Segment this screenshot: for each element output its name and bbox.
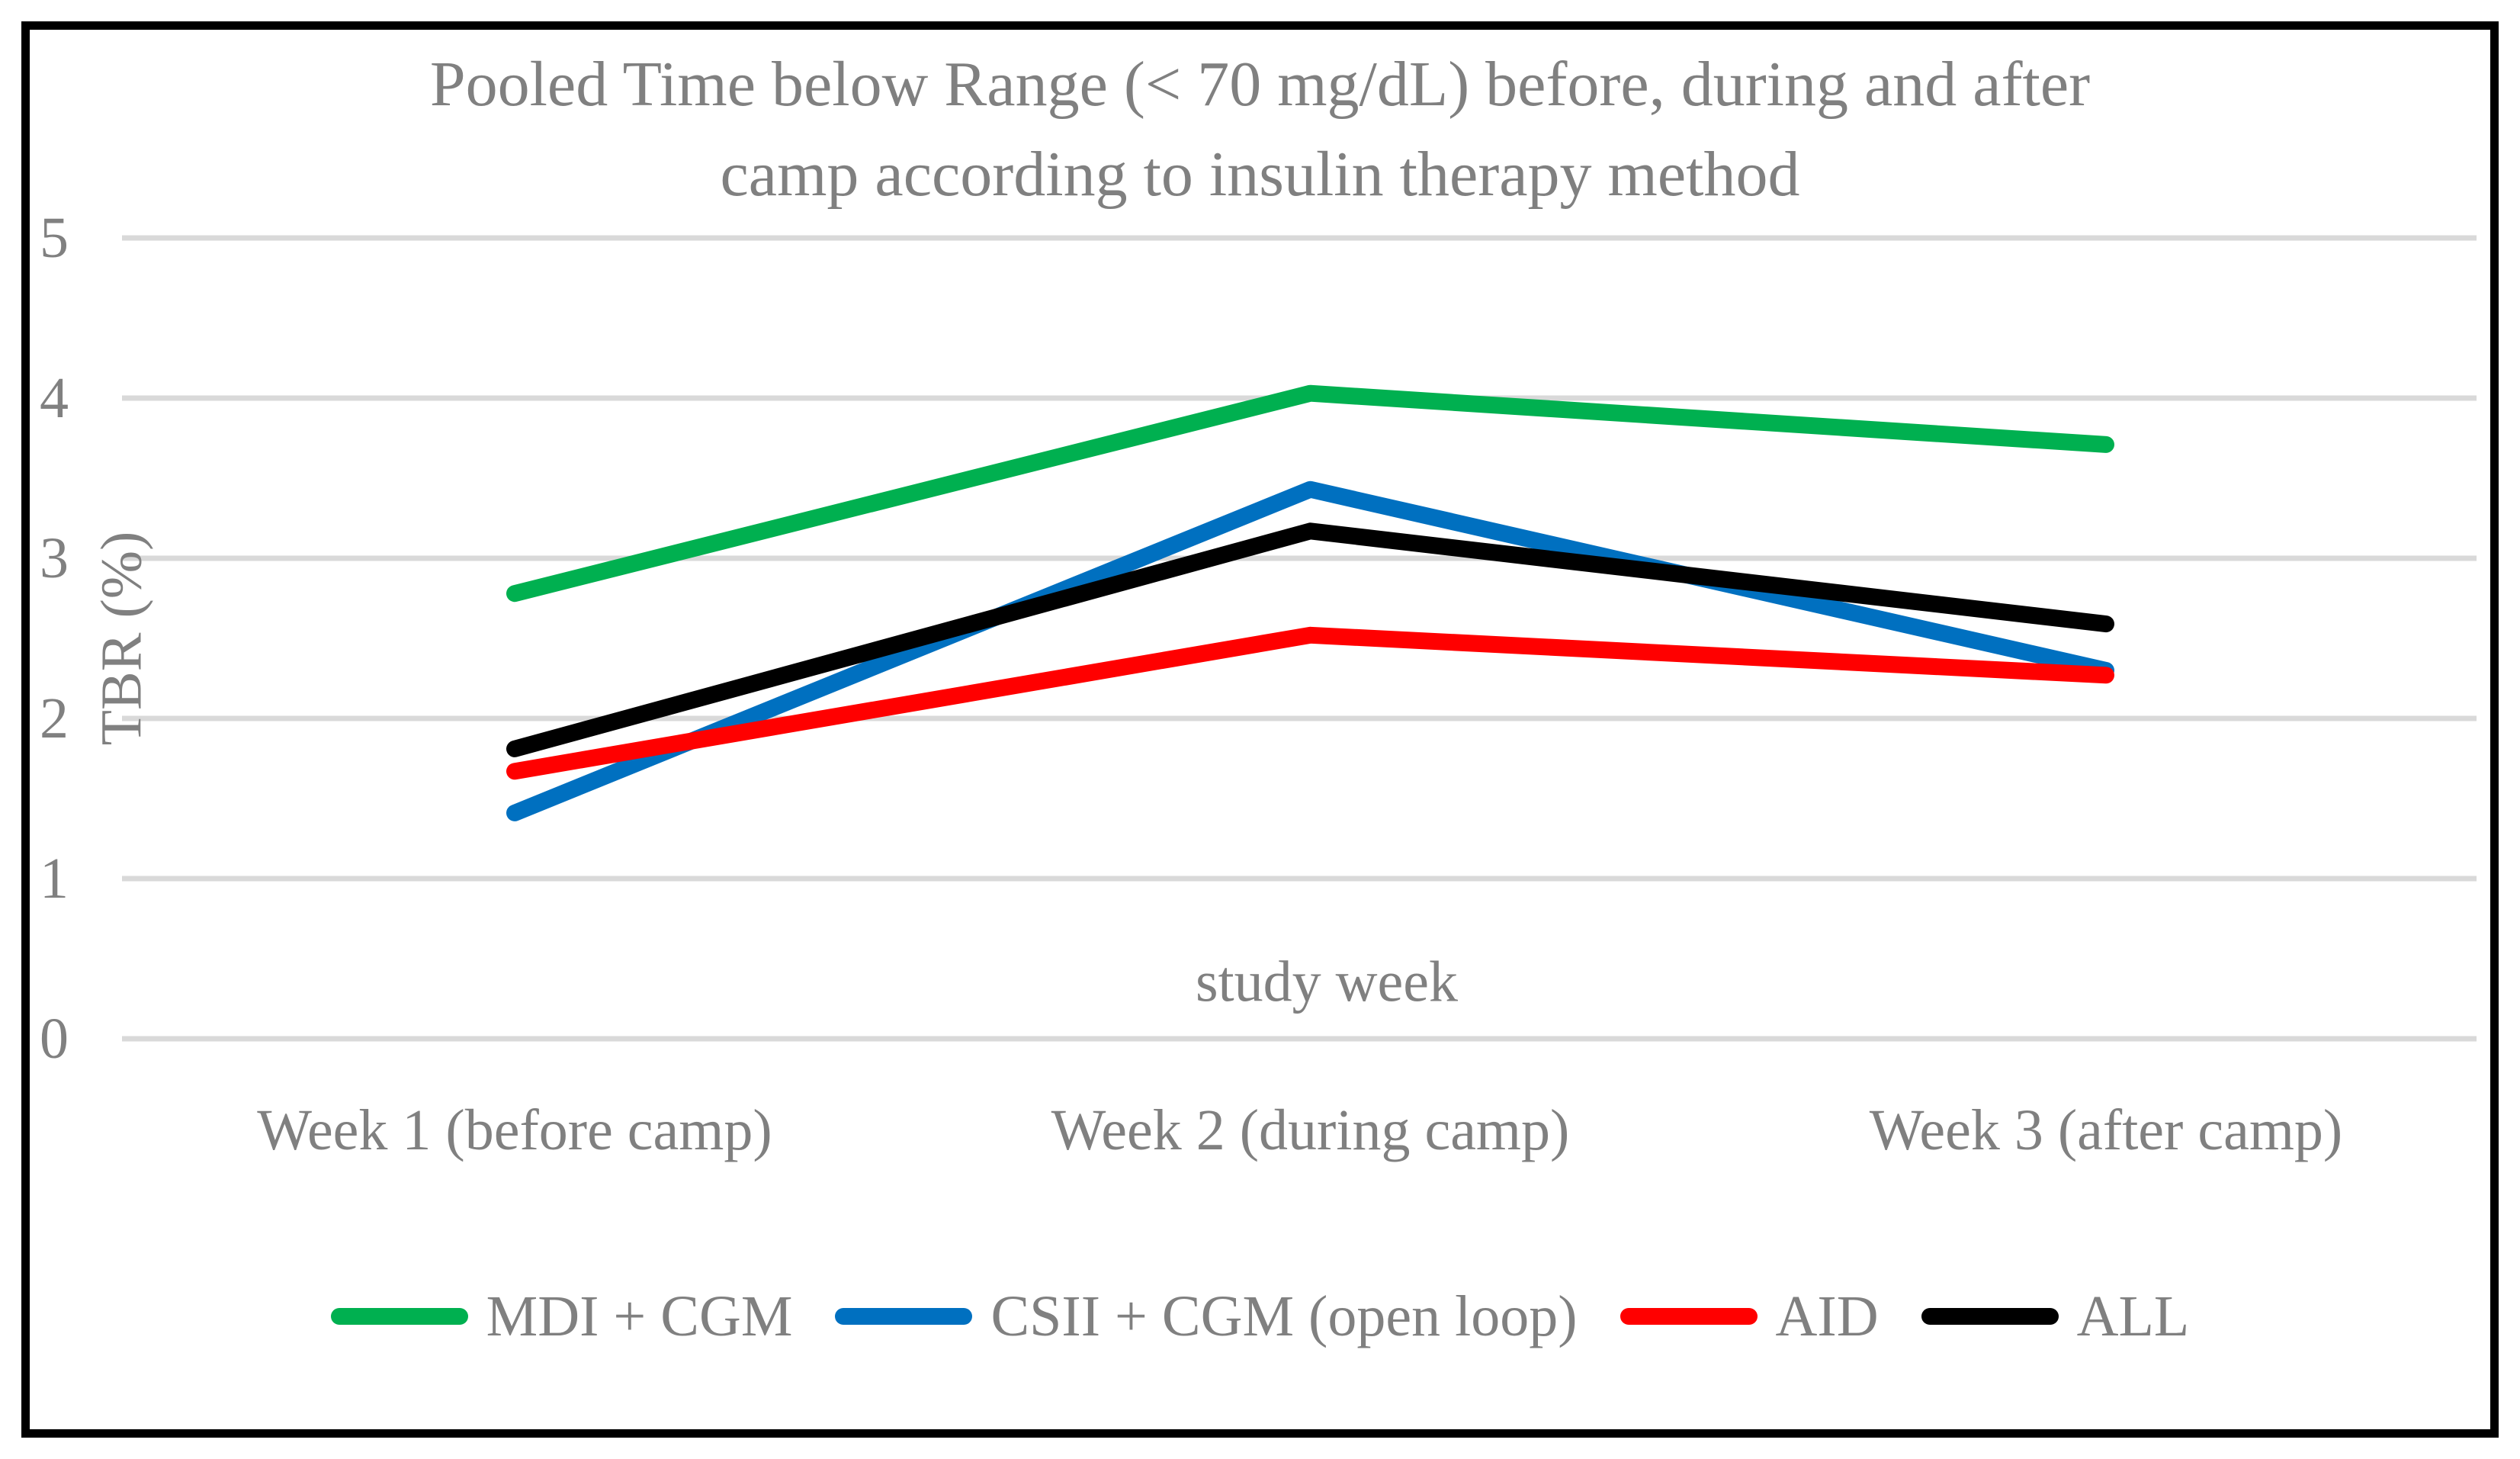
x-category-label: Week 1 (before camp) — [257, 1098, 772, 1162]
y-tick-label: 0 — [40, 1007, 69, 1071]
figure-border — [21, 21, 2499, 1438]
x-category-label: Week 3 (after camp) — [1869, 1098, 2343, 1162]
chart-title: Pooled Time below Range (< 70 mg/dL) bef… — [0, 40, 2520, 220]
series-line-all — [506, 522, 2114, 757]
legend-item-mdi-cgm: MDI + CGM — [330, 1283, 793, 1350]
legend-swatch-all — [1921, 1308, 2059, 1325]
x-category-label: Week 2 (during camp) — [1051, 1098, 1570, 1162]
series-line-csii-cgm-open-loop — [506, 480, 2114, 821]
y-tick-label: 1 — [40, 847, 69, 911]
legend-swatch-mdi-cgm — [330, 1308, 468, 1325]
x-axis-title: study week — [1195, 950, 1459, 1014]
legend-label: AID — [1775, 1284, 1879, 1348]
legend-swatch-csii-cgm-open-loop — [835, 1308, 973, 1325]
chart-legend: MDI + CGM CSII + CGM (open loop) AID ALL — [0, 1283, 2520, 1350]
legend-item-aid: AID — [1620, 1283, 1879, 1350]
legend-label: CSII + CGM (open loop) — [990, 1284, 1578, 1348]
chart-title-line-2: camp according to insulin therapy method — [720, 139, 1800, 210]
series-line-aid — [506, 626, 2114, 780]
y-tick-label: 2 — [40, 686, 69, 750]
legend-swatch-aid — [1620, 1308, 1758, 1325]
legend-label: ALL — [2076, 1284, 2190, 1348]
series-line-mdi-cgm — [506, 384, 2114, 603]
y-tick-label: 4 — [40, 366, 69, 430]
chart-title-line-1: Pooled Time below Range (< 70 mg/dL) bef… — [429, 49, 2091, 120]
y-tick-label: 5 — [40, 206, 69, 270]
y-axis-tick-labels: 0 1 2 3 4 5 — [0, 0, 73, 1459]
legend-item-csii-cgm-open-loop: CSII + CGM (open loop) — [835, 1283, 1578, 1350]
y-tick-label: 3 — [40, 526, 69, 590]
legend-item-all: ALL — [1921, 1283, 2190, 1350]
legend-label: MDI + CGM — [486, 1284, 793, 1348]
